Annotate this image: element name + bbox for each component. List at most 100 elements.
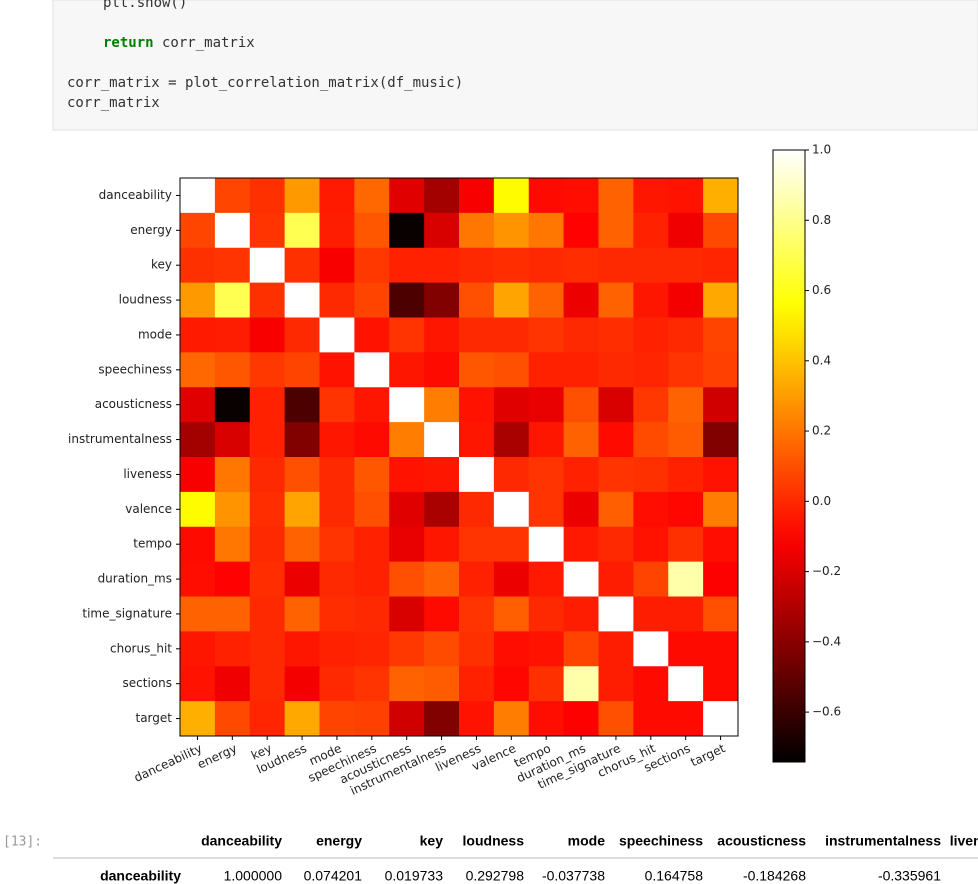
y-tick-label: duration_ms <box>98 572 172 586</box>
heatmap-cell <box>668 631 704 667</box>
heatmap-cell <box>354 282 390 318</box>
heatmap-cell <box>180 247 216 284</box>
heatmap-cell <box>424 387 460 423</box>
heatmap-cell <box>528 178 565 214</box>
heatmap-cell <box>389 352 425 388</box>
column-header: instrumentalness <box>825 833 941 849</box>
heatmap-cell <box>319 457 355 493</box>
heatmap-cell <box>493 387 530 423</box>
heatmap-cell <box>528 387 565 423</box>
heatmap-cell <box>319 596 355 632</box>
y-tick-label: loudness <box>119 293 172 307</box>
heatmap-cell <box>703 631 739 667</box>
heatmap-cell <box>528 352 565 388</box>
table-cell: 0.019733 <box>385 868 444 884</box>
heatmap-cell <box>180 596 216 632</box>
heatmap-cell <box>284 526 320 563</box>
heatmap-cell <box>424 247 460 284</box>
heatmap-cell <box>459 561 495 597</box>
colorbar-tick-label: −0.4 <box>812 634 841 648</box>
heatmap-cell <box>214 178 251 214</box>
heatmap-cell <box>319 178 355 214</box>
colorbar-tick-label: −0.2 <box>812 564 841 578</box>
heatmap-cell <box>249 247 286 284</box>
colorbar-tick-label: 0.6 <box>812 283 831 297</box>
heatmap-cell <box>633 178 669 214</box>
heatmap-cell <box>703 247 739 284</box>
heatmap-cell <box>459 317 495 353</box>
column-header: loudness <box>463 833 525 849</box>
heatmap-cell <box>354 561 390 597</box>
heatmap-cell <box>180 317 216 353</box>
heatmap-cell <box>668 666 704 702</box>
heatmap-cell <box>668 561 704 597</box>
heatmap-cell <box>180 352 216 388</box>
heatmap-cell <box>319 387 355 423</box>
heatmap-cell <box>214 247 251 284</box>
heatmap-cell <box>389 178 425 214</box>
heatmap-cell <box>598 596 634 632</box>
heatmap-cell <box>354 666 390 702</box>
code-line: corr_matrix <box>67 95 160 111</box>
y-tick-label: acousticness <box>95 397 172 411</box>
heatmap-cell <box>598 666 634 702</box>
heatmap-cell <box>389 247 425 284</box>
heatmap-cell <box>214 212 251 249</box>
heatmap-cell <box>668 387 704 423</box>
heatmap-cell <box>284 596 320 632</box>
heatmap-cell <box>528 491 565 528</box>
y-tick-label: liveness <box>123 467 172 481</box>
heatmap-cell <box>354 491 390 528</box>
heatmap-cell <box>214 387 251 423</box>
y-tick-label: time_signature <box>82 606 172 620</box>
heatmap-cell <box>528 666 565 702</box>
heatmap-cell <box>703 457 739 493</box>
heatmap-cell <box>180 282 216 318</box>
heatmap-cell <box>284 631 320 667</box>
heatmap-cell <box>424 701 460 737</box>
heatmap-cell <box>319 666 355 702</box>
heatmap-cell <box>249 212 286 249</box>
heatmap-cell <box>249 596 286 632</box>
heatmap-cell <box>424 491 460 528</box>
heatmap-cell <box>459 178 495 214</box>
heatmap-cell <box>633 526 669 563</box>
row-index: danceability <box>100 868 181 884</box>
heatmap-cell <box>249 526 286 563</box>
y-tick-label: energy <box>130 223 172 237</box>
heatmap-cell <box>528 282 565 318</box>
table-cell: 0.292798 <box>466 868 525 884</box>
heatmap-cell <box>180 178 216 214</box>
heatmap-cell <box>459 422 495 458</box>
heatmap-cell <box>424 178 460 214</box>
heatmap-cell <box>493 631 530 667</box>
heatmap-cell <box>633 387 669 423</box>
heatmap-cell <box>424 596 460 632</box>
heatmap-cell <box>493 178 530 214</box>
heatmap-cell <box>703 352 739 388</box>
heatmap-cell <box>598 491 634 528</box>
heatmap-cell <box>319 631 355 667</box>
heatmap-cell <box>493 317 530 353</box>
heatmap-cell <box>633 317 669 353</box>
heatmap-cell <box>528 457 565 493</box>
y-tick-label: danceability <box>99 188 172 202</box>
heatmap-cell <box>668 178 704 214</box>
heatmap-cell <box>284 282 320 318</box>
heatmap-cell <box>354 457 390 493</box>
heatmap-cell <box>633 212 669 249</box>
heatmap-cell <box>284 352 320 388</box>
colorbar-tick-label: 0.8 <box>812 213 831 227</box>
heatmap-cell <box>180 422 216 458</box>
heatmap-cell <box>389 212 425 249</box>
code-line: plt.show() <box>103 0 187 11</box>
colorbar-tick-label: 0.0 <box>812 494 831 508</box>
heatmap-cell <box>528 317 565 353</box>
heatmap-cell <box>459 526 495 563</box>
heatmap-cell <box>493 247 530 284</box>
heatmap-cell <box>563 282 599 318</box>
heatmap-cell <box>703 526 739 563</box>
y-tick-label: mode <box>138 327 172 341</box>
heatmap-cell <box>424 631 460 667</box>
heatmap-cell <box>459 666 495 702</box>
